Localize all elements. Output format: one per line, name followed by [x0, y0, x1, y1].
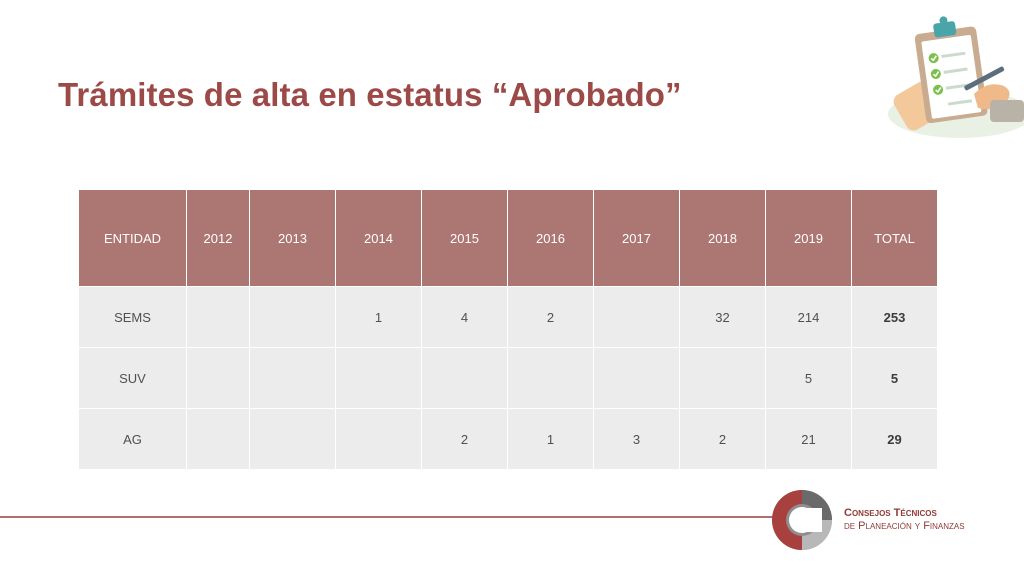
header-2013: 2013 — [249, 189, 336, 287]
cell-2016 — [507, 347, 594, 409]
cell-total: 5 — [851, 347, 938, 409]
cell-2014: 1 — [335, 286, 422, 348]
table-row: SEMS 1 4 2 32 214 253 — [78, 286, 938, 348]
consejos-tecnicos-logo-icon — [772, 490, 832, 550]
cell-2014 — [335, 408, 422, 470]
organization-name-line2: de Planeación y Finanzas — [844, 520, 965, 532]
header-2014: 2014 — [335, 189, 422, 287]
cell-entidad: SUV — [78, 347, 187, 409]
cell-total: 29 — [851, 408, 938, 470]
organization-name-line1: Consejos Técnicos — [844, 507, 937, 519]
cell-2012 — [186, 286, 250, 348]
cell-2016: 1 — [507, 408, 594, 470]
cell-2019: 214 — [765, 286, 852, 348]
cell-2015: 4 — [421, 286, 508, 348]
cell-2015: 2 — [421, 408, 508, 470]
cell-2017 — [593, 286, 680, 348]
header-entidad: ENTIDAD — [78, 189, 187, 287]
header-2018: 2018 — [679, 189, 766, 287]
header-2019: 2019 — [765, 189, 852, 287]
cell-2013 — [249, 286, 336, 348]
footer-divider — [0, 516, 790, 518]
cell-2018: 2 — [679, 408, 766, 470]
cell-2019: 5 — [765, 347, 852, 409]
header-total: TOTAL — [851, 189, 938, 287]
cell-2017 — [593, 347, 680, 409]
cell-2012 — [186, 408, 250, 470]
cell-2018: 32 — [679, 286, 766, 348]
cell-entidad: AG — [78, 408, 187, 470]
cell-entidad: SEMS — [78, 286, 187, 348]
header-2012: 2012 — [186, 189, 250, 287]
organization-name: Consejos Técnicos de Planeación y Finanz… — [844, 507, 965, 533]
cell-2013 — [249, 347, 336, 409]
clipboard-checklist-icon — [888, 16, 1024, 138]
cell-2013 — [249, 408, 336, 470]
header-2015: 2015 — [421, 189, 508, 287]
cell-total: 253 — [851, 286, 938, 348]
cell-2014 — [335, 347, 422, 409]
cell-2019: 21 — [765, 408, 852, 470]
table-row: AG 2 1 3 2 21 29 — [78, 408, 938, 470]
header-2017: 2017 — [593, 189, 680, 287]
table-header-row: ENTIDAD 2012 2013 2014 2015 2016 2017 20… — [78, 189, 938, 287]
cell-2012 — [186, 347, 250, 409]
cell-2015 — [421, 347, 508, 409]
slide-title: Trámites de alta en estatus “Aprobado” — [58, 76, 682, 113]
table-row: SUV 5 5 — [78, 347, 938, 409]
approved-procedures-table: ENTIDAD 2012 2013 2014 2015 2016 2017 20… — [78, 189, 938, 470]
cell-2018 — [679, 347, 766, 409]
header-2016: 2016 — [507, 189, 594, 287]
cell-2017: 3 — [593, 408, 680, 470]
cell-2016: 2 — [507, 286, 594, 348]
